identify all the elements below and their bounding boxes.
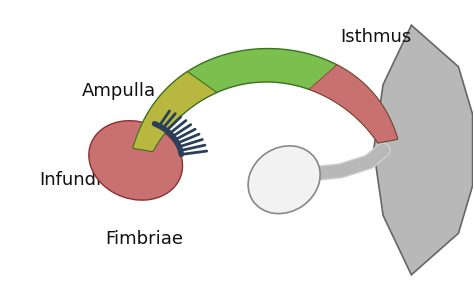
Text: Fimbriae: Fimbriae bbox=[105, 230, 183, 248]
Ellipse shape bbox=[89, 121, 182, 200]
Text: Isthmus: Isthmus bbox=[341, 28, 412, 46]
Polygon shape bbox=[133, 71, 217, 152]
Polygon shape bbox=[133, 49, 398, 152]
Polygon shape bbox=[309, 65, 398, 143]
Text: Infundibulum: Infundibulum bbox=[39, 171, 158, 189]
Ellipse shape bbox=[248, 146, 320, 214]
Text: Ampulla: Ampulla bbox=[82, 82, 155, 100]
Polygon shape bbox=[374, 25, 473, 275]
